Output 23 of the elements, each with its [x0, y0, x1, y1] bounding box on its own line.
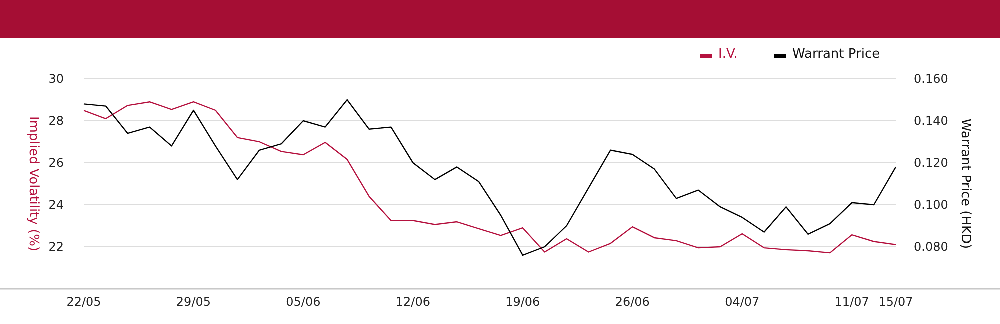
y-axis-title: Implied Volatility (%) [26, 116, 41, 252]
x-tick-label: 11/07 [834, 295, 870, 309]
y2-axis-title: Warrant Price (HKD) [958, 118, 973, 250]
y2-tick-label: 0.120 [914, 156, 948, 170]
x-tick-label: 12/06 [396, 295, 430, 309]
legend-label: Warrant Price [792, 47, 880, 62]
x-tick-label: 04/07 [725, 295, 760, 309]
y2-tick-label: 0.080 [914, 240, 948, 254]
x-tick-label: 19/06 [506, 295, 540, 309]
y-tick-label: 26 [48, 156, 64, 170]
y2-tick-label: 0.140 [914, 114, 948, 128]
y2-tick-label: 0.160 [914, 72, 948, 86]
y-tick-label: 22 [48, 240, 64, 254]
x-tick-label: 15/07 [878, 295, 914, 309]
y-tick-label: 28 [48, 114, 64, 128]
x-tick-label: 22/05 [66, 295, 102, 309]
y2-tick-label: 0.100 [914, 198, 948, 212]
x-tick-label: 05/06 [286, 295, 321, 309]
y-tick-label: 24 [48, 198, 64, 212]
y-tick-label: 30 [48, 72, 64, 86]
legend-label: I.V. [718, 47, 738, 62]
x-tick-label: 26/06 [615, 295, 650, 309]
x-tick-label: 29/05 [176, 295, 212, 309]
